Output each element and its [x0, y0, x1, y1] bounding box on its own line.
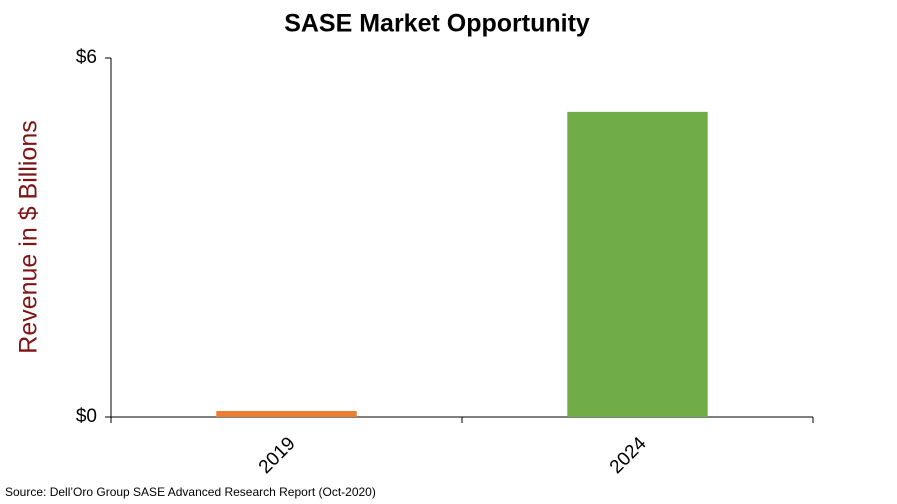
y-axis-title: Revenue in $ Billions — [15, 120, 43, 353]
y-tick-label: $6 — [76, 47, 97, 68]
chart-title: SASE Market Opportunity — [284, 10, 590, 38]
x-tick-label: 2024 — [606, 433, 651, 478]
bar — [216, 411, 357, 417]
x-tick-label: 2019 — [255, 433, 300, 478]
bar — [567, 111, 708, 417]
source-note: Source: Dell’Oro Group SASE Advanced Res… — [5, 485, 376, 499]
y-tick-label: $0 — [76, 406, 97, 427]
